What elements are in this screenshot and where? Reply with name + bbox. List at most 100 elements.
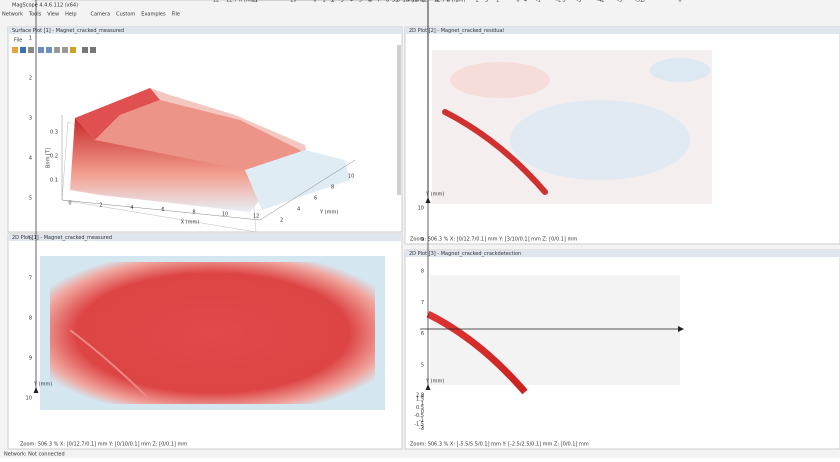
status-text: Zoom: 506.3 % X: [-5.5/5.5/0.1] mm Y: [-… [410,442,589,448]
x-tick-label: 4 [524,0,527,4]
residual-heatmap [432,50,712,204]
panel-title: 2D Plot [2] - Magnet_cracked_residual [409,28,504,34]
x-tick-label: 10 [290,0,296,4]
y-axis-label: Y (mm) [33,382,52,388]
y-tick-label: 6 [421,331,424,337]
y-tick-label: 2.0 [416,393,424,399]
icon[interactable] [82,47,88,53]
y-tick-label: 2 [280,218,283,224]
x-tick-label: 12 [253,214,259,220]
y-tick-label: 6 [29,236,32,242]
y-tick-label: 10 [26,396,32,402]
x-axis-label: X (mm) [406,0,425,4]
icon[interactable] [70,47,76,53]
x-tick-label: 12 [213,0,219,4]
crack-plot [420,275,684,395]
icon[interactable] [54,47,60,53]
x-tick-label: -1 [536,0,541,4]
panel-header [405,27,840,34]
surface-front [70,118,260,212]
heat-region [510,100,690,180]
y-tick-label: 5 [421,363,424,369]
y-axis-label: Y (mm) [319,210,338,216]
y-tick-label: 7 [421,300,424,306]
x-tick-label: 11 [412,0,418,4]
y-tick-label: 2 [29,76,32,82]
arrow [678,326,684,332]
x-tick-label: 0 [678,0,681,4]
icon[interactable] [46,47,52,53]
x-tick-label: 0 [68,201,71,207]
surface-side [245,150,350,210]
surface-ridge [75,88,160,140]
x-axis-label: X (mm) [181,220,200,226]
arrow [33,387,39,393]
panel-header [8,234,402,241]
x-tick-label: 6 [368,0,371,4]
z-tick-label: 0.3 [50,130,58,136]
panel-title: Surface Plot [1] - Magnet_cracked_measur… [12,28,124,34]
menu-item[interactable]: Help [65,12,76,18]
y-tick-label: 8 [421,268,424,274]
icon[interactable] [90,47,96,53]
x-tick-label: 6 [161,207,164,213]
x-tick-label: 0 [313,0,316,4]
y-tick-label: 3 [421,426,424,432]
icon[interactable] [20,47,26,53]
menu-item[interactable]: Camera [91,12,111,18]
x-tick-label: 5 [485,0,488,4]
status-text: Zoom: 506.3 % X: [0/12.7/0.1] mm Y: [0/1… [20,442,187,448]
x-tick-label: -2 [556,0,561,4]
y-tick-label: 1 [421,401,424,407]
scrollbar[interactable] [397,45,401,195]
y-tick-label: 10 [348,174,354,180]
heatmap [50,262,375,404]
icon[interactable] [28,47,34,53]
icon[interactable] [62,47,68,53]
x-tick-label: 3 [455,0,458,4]
heat-region [650,58,710,82]
y-tick-label: 4 [297,207,300,213]
y-tick-label: -1.5 [414,421,424,427]
x-tick-label: 5.5 [392,0,400,4]
menu-item[interactable]: Examples [141,12,166,18]
y-tick-label: 9 [29,356,32,362]
x-tick-label: 3 [562,0,565,4]
x-tick-label: 2 [332,0,335,4]
icon[interactable] [12,47,18,53]
menu-item[interactable]: File [172,12,180,18]
toolbar [12,47,96,53]
measured-heatmap [40,256,385,410]
x-tick-label: -5.5 [635,0,645,4]
x-tick-label: 0 [516,0,519,4]
x-tick-label: 9 [395,0,398,4]
x-tick-label: 5 [415,0,418,4]
y-tick-label: 6 [314,196,317,202]
heat-region [450,62,550,98]
y-axis-label: Y (mm) [425,192,444,198]
crack-trace [69,329,151,401]
menu-item[interactable]: Tools [28,12,42,18]
arrow [425,384,431,390]
x-tick-label: 2 [601,0,604,4]
x-tick-label: 1 [322,0,325,4]
x-tick-label: 12 [421,0,427,4]
y-tick-label: 9 [421,237,424,243]
y-tick-label: 7 [29,276,32,282]
y-tick-label: -1 [419,417,424,423]
x-tick-label: 5 [359,0,362,4]
x-tick-label: 8 [192,209,195,215]
y-tick-label: -0.5 [414,413,424,419]
menu-item[interactable]: View [47,12,59,18]
y-tick-label: 8 [331,185,334,191]
x-tick-label: 10 [222,212,228,218]
panel-title: 2D Plot [3] - Magnet_cracked_crackdetect… [409,251,521,257]
y-tick-label: 4 [421,394,424,400]
y-axis-label: Y (mm) [425,379,444,385]
menu-item[interactable]: Network [2,12,23,18]
x-axis-label: 12.7 X (mm) [226,0,257,4]
menu-item[interactable]: Custom [116,12,135,18]
x-tick-label: -5 [617,0,622,4]
y-tick-label: 1 [29,36,32,42]
icon[interactable] [38,47,44,53]
